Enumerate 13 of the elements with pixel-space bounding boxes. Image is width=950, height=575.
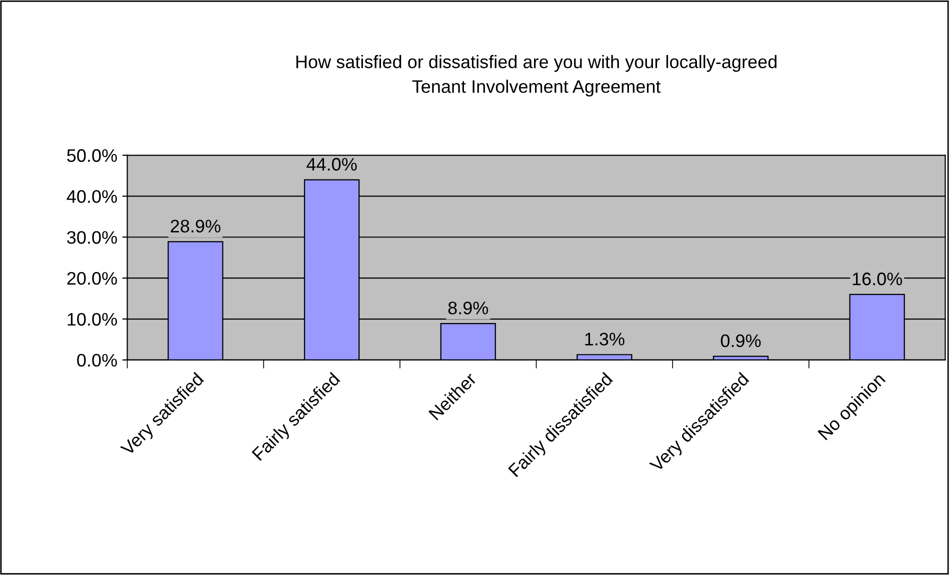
- y-tick-label: 50.0%: [67, 149, 117, 162]
- data-label: 0.9%: [720, 334, 761, 348]
- data-label: 44.0%: [306, 158, 357, 171]
- y-tick-label: 0.0%: [77, 354, 117, 367]
- data-label: 16.0%: [852, 272, 902, 286]
- y-tick-label: 40.0%: [66, 190, 117, 203]
- data-label: 1.3%: [585, 332, 624, 346]
- y-tick-label: 30.0%: [67, 231, 117, 244]
- chart-title: How satisfied or dissatisfied are you with your locally-agreed Tenant Involvement Agreement: [296, 54, 776, 96]
- data-label: 8.9%: [448, 302, 488, 314]
- y-tick-label: 10.0%: [68, 312, 117, 326]
- data-label: 28.9%: [170, 220, 220, 233]
- y-tick-label: 20.0%: [67, 272, 117, 285]
